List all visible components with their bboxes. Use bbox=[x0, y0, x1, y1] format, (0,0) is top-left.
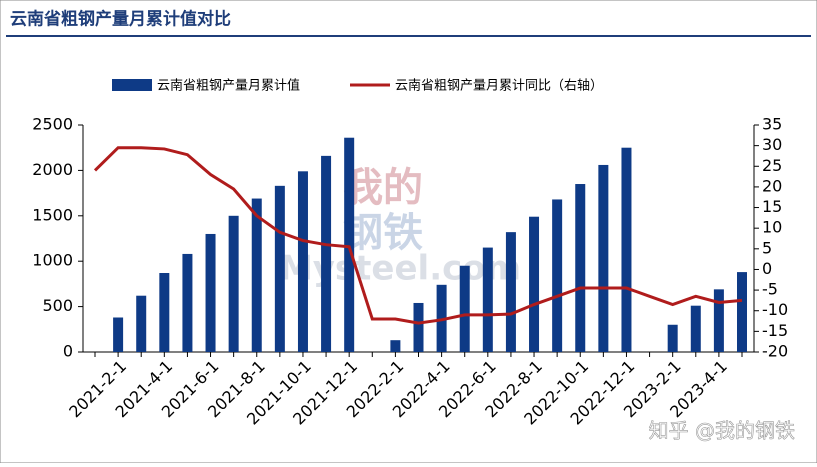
bar bbox=[228, 215, 239, 352]
y2-tick-label: -20 bbox=[762, 342, 788, 361]
y2-tick-label: -10 bbox=[762, 300, 788, 319]
y2-tick-label: 10 bbox=[762, 218, 782, 237]
bar bbox=[413, 302, 424, 352]
y-tick-label: 1000 bbox=[32, 251, 73, 270]
bar bbox=[690, 305, 701, 352]
bar bbox=[205, 233, 216, 352]
bar bbox=[575, 184, 586, 352]
bar bbox=[505, 232, 516, 352]
y2-tick-label: 5 bbox=[762, 238, 772, 257]
y2-tick-label: 30 bbox=[762, 135, 782, 154]
bar bbox=[159, 273, 170, 352]
bar bbox=[667, 324, 678, 352]
y2-tick-label: 20 bbox=[762, 176, 782, 195]
bar bbox=[552, 199, 563, 352]
legend-label: 云南省粗钢产量月累计值 bbox=[157, 78, 300, 94]
bar bbox=[136, 295, 147, 352]
chart-title: 云南省粗钢产量月累计值对比 bbox=[10, 9, 231, 30]
y2-tick-label: 35 bbox=[762, 115, 782, 134]
watermark: 钢铁 bbox=[343, 210, 423, 256]
bar bbox=[598, 164, 609, 352]
bar bbox=[621, 147, 632, 352]
bar bbox=[113, 317, 124, 352]
y-tick-label: 500 bbox=[42, 296, 73, 315]
watermark: Mysteel.com bbox=[279, 249, 521, 289]
y2-tick-label: 0 bbox=[762, 259, 772, 278]
line bbox=[93, 146, 743, 325]
y-tick-label: 2000 bbox=[32, 160, 73, 179]
watermark: 知乎 @我的钢铁 bbox=[649, 419, 795, 443]
y2-tick-label: -15 bbox=[762, 321, 788, 340]
y2-tick-label: 25 bbox=[762, 156, 782, 175]
bar bbox=[459, 265, 470, 352]
bar bbox=[713, 289, 724, 352]
watermark: 我的 bbox=[343, 165, 423, 211]
legend-label: 云南省粗钢产量月累计同比（右轴） bbox=[395, 78, 603, 94]
y2-tick-label: -5 bbox=[762, 280, 778, 299]
bar bbox=[274, 185, 285, 352]
bar bbox=[529, 216, 540, 352]
y-tick-label: 0 bbox=[63, 342, 73, 361]
bar bbox=[182, 253, 193, 352]
bar bbox=[737, 272, 747, 352]
y-tick-label: 2500 bbox=[32, 115, 73, 134]
y-tick-label: 1500 bbox=[32, 205, 73, 224]
bar bbox=[297, 171, 308, 352]
y2-tick-label: 15 bbox=[762, 197, 782, 216]
bar bbox=[344, 137, 355, 352]
legend-swatch bbox=[112, 79, 152, 91]
bar bbox=[482, 247, 493, 352]
bar bbox=[390, 340, 401, 352]
bar bbox=[321, 155, 332, 352]
bar bbox=[251, 198, 262, 352]
